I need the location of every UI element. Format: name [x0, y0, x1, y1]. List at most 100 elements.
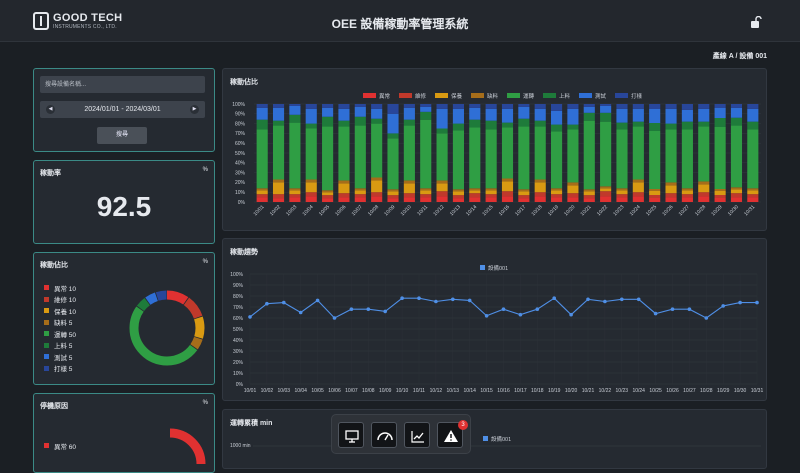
- bar-segment: [681, 104, 693, 110]
- bar-segment: [289, 197, 301, 202]
- data-point: [298, 310, 303, 315]
- bar-segment: [420, 119, 432, 189]
- bar-segment: [665, 104, 677, 109]
- x-tick-label: 10/26: [661, 204, 674, 217]
- bar-segment: [583, 198, 595, 202]
- bar-segment: [338, 183, 350, 194]
- company-logo: GOOD TECH INSTRUMENTS CO., LTD.: [33, 12, 122, 30]
- x-tick-label: 10/15: [480, 388, 493, 394]
- bar-segment: [403, 180, 415, 184]
- logo-subtitle: INSTRUMENTS CO., LTD.: [53, 23, 117, 30]
- bar-segment: [501, 178, 514, 182]
- bar-segment: [534, 126, 546, 180]
- x-tick-label: 10/11: [416, 204, 429, 217]
- x-tick-label: 10/12: [430, 388, 443, 394]
- x-tick-label: 10/26: [666, 388, 679, 394]
- bar-segment: [616, 129, 628, 189]
- bar-segment: [272, 198, 285, 202]
- bar-segment: [714, 118, 726, 127]
- bar-segment: [730, 189, 743, 194]
- bar-segment: [551, 188, 563, 191]
- legend-swatch: [44, 365, 49, 371]
- bar-segment: [730, 193, 743, 198]
- trend-chart-panel: 稼動趨勢 設備001 0% 10% 20% 30% 40% 50% 60% 70% 80% 90% 1…: [222, 238, 767, 401]
- legend-item: 測試 5: [44, 351, 76, 363]
- x-tick-label: 10/31: [751, 388, 764, 394]
- bar-segment: [714, 108, 726, 118]
- x-tick-label: 10/05: [318, 204, 331, 217]
- bar-segment: [305, 128, 317, 180]
- y-tick-label: 100%: [232, 102, 245, 108]
- x-tick-label: 10/03: [285, 204, 298, 217]
- bar-segment: [698, 192, 710, 197]
- date-range-picker[interactable]: ◀ 2024/01/01 - 2024/03/01 ▶: [40, 101, 205, 118]
- y-tick-label: 90%: [235, 112, 246, 118]
- bar-segment: [616, 197, 628, 202]
- bar-segment: [518, 118, 530, 127]
- bar-segment: [730, 117, 743, 126]
- bar-segment: [583, 195, 595, 199]
- bar-segment: [387, 104, 399, 114]
- bar-segment: [518, 198, 530, 202]
- bar-segment: [747, 108, 759, 122]
- bar-segment: [256, 119, 268, 130]
- monitor-button[interactable]: [338, 422, 364, 448]
- legend-label: 測試: [595, 92, 607, 100]
- bar-segment: [469, 193, 481, 198]
- bar-segment: [600, 121, 612, 187]
- bar-segment: [371, 123, 383, 178]
- bar-segment: [583, 104, 595, 107]
- data-point: [366, 307, 371, 311]
- x-tick-label: 10/25: [645, 204, 658, 217]
- chevron-right-icon[interactable]: ▶: [190, 105, 199, 114]
- bar-segment: [747, 188, 759, 191]
- app-title: OEE 設備稼動率管理系統: [331, 17, 469, 31]
- bar-segment: [436, 128, 448, 134]
- bar-segment: [665, 193, 677, 198]
- gauge-button[interactable]: [371, 422, 397, 448]
- y-tick-label: 60%: [233, 316, 244, 322]
- x-tick-label: 10/28: [700, 388, 713, 394]
- bar-segment: [256, 129, 268, 189]
- y-tick-label: 0%: [236, 382, 244, 388]
- top-bar: GOOD TECH INSTRUMENTS CO., LTD. OEE 設備稼動…: [0, 0, 800, 42]
- bar-segment: [649, 109, 661, 123]
- bar-segment: [371, 196, 383, 202]
- bar-segment: [649, 198, 661, 202]
- x-tick-label: 10/24: [629, 204, 642, 217]
- bar-segment: [322, 104, 334, 108]
- bar-segment: [600, 105, 612, 113]
- bar-segment: [436, 180, 448, 184]
- bar-segment: [256, 104, 268, 108]
- bar-segment: [681, 129, 693, 189]
- bar-segment: [501, 104, 514, 109]
- bar-segment: [567, 124, 579, 130]
- bar-segment: [681, 121, 693, 130]
- bar-segment: [649, 189, 661, 191]
- bar-segment: [649, 131, 661, 189]
- data-point: [467, 298, 472, 303]
- legend-swatch: [579, 93, 592, 98]
- legend-swatch: [44, 443, 49, 449]
- panel-title: 稼動率: [40, 170, 61, 177]
- bar-segment: [403, 119, 415, 126]
- bar-segment: [436, 196, 448, 202]
- bar-segment: [289, 104, 301, 106]
- bar-segment: [714, 104, 726, 108]
- logo-icon: [33, 12, 49, 30]
- y-tick-label: 40%: [233, 338, 244, 344]
- chevron-left-icon[interactable]: ◀: [46, 105, 55, 114]
- search-input[interactable]: [40, 76, 205, 93]
- trend-button[interactable]: [404, 422, 430, 448]
- bar-segment: [632, 182, 644, 193]
- bar-segment: [518, 189, 530, 192]
- search-button[interactable]: 搜尋: [97, 127, 147, 144]
- bar-segment: [698, 108, 710, 122]
- unlock-icon[interactable]: [750, 16, 762, 28]
- bar-segment: [551, 124, 563, 132]
- utilization-rate-value: 92.5: [96, 191, 152, 222]
- chart-title: 運轉累積 min: [230, 420, 273, 427]
- bar-segment: [322, 198, 334, 202]
- y-tick-label: 10%: [235, 190, 246, 196]
- bar-segment: [698, 184, 710, 193]
